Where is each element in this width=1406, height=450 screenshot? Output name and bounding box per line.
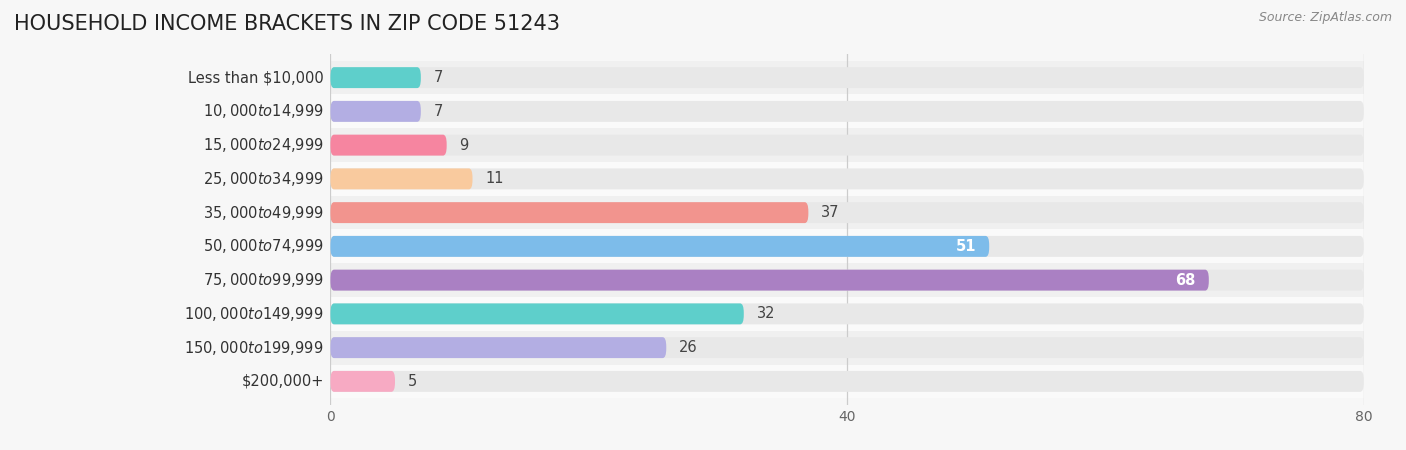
Text: 32: 32	[756, 306, 775, 321]
Text: $100,000 to $149,999: $100,000 to $149,999	[184, 305, 323, 323]
FancyBboxPatch shape	[330, 128, 1364, 162]
Text: 11: 11	[485, 171, 503, 186]
FancyBboxPatch shape	[330, 101, 1364, 122]
FancyBboxPatch shape	[330, 270, 1209, 291]
Text: $75,000 to $99,999: $75,000 to $99,999	[202, 271, 323, 289]
Text: $35,000 to $49,999: $35,000 to $49,999	[202, 203, 323, 221]
Text: 37: 37	[821, 205, 839, 220]
Text: Source: ZipAtlas.com: Source: ZipAtlas.com	[1258, 11, 1392, 24]
Text: $150,000 to $199,999: $150,000 to $199,999	[184, 338, 323, 356]
Text: $10,000 to $14,999: $10,000 to $14,999	[202, 102, 323, 120]
Text: 5: 5	[408, 374, 418, 389]
FancyBboxPatch shape	[330, 303, 744, 324]
FancyBboxPatch shape	[330, 337, 1364, 358]
FancyBboxPatch shape	[330, 94, 1364, 128]
Text: 68: 68	[1175, 273, 1197, 288]
FancyBboxPatch shape	[330, 270, 1364, 291]
FancyBboxPatch shape	[330, 236, 990, 257]
FancyBboxPatch shape	[330, 135, 447, 156]
FancyBboxPatch shape	[330, 202, 808, 223]
FancyBboxPatch shape	[330, 101, 420, 122]
FancyBboxPatch shape	[330, 67, 420, 88]
FancyBboxPatch shape	[330, 364, 1364, 398]
FancyBboxPatch shape	[330, 331, 1364, 364]
Text: Less than $10,000: Less than $10,000	[188, 70, 323, 85]
Text: 7: 7	[433, 70, 443, 85]
Text: $50,000 to $74,999: $50,000 to $74,999	[202, 237, 323, 255]
FancyBboxPatch shape	[330, 168, 1364, 189]
FancyBboxPatch shape	[330, 371, 395, 392]
FancyBboxPatch shape	[330, 61, 1364, 94]
Text: $25,000 to $34,999: $25,000 to $34,999	[202, 170, 323, 188]
Text: HOUSEHOLD INCOME BRACKETS IN ZIP CODE 51243: HOUSEHOLD INCOME BRACKETS IN ZIP CODE 51…	[14, 14, 560, 33]
Text: $15,000 to $24,999: $15,000 to $24,999	[202, 136, 323, 154]
FancyBboxPatch shape	[330, 67, 1364, 88]
Text: $200,000+: $200,000+	[242, 374, 323, 389]
Text: 7: 7	[433, 104, 443, 119]
FancyBboxPatch shape	[330, 230, 1364, 263]
FancyBboxPatch shape	[330, 303, 1364, 324]
Text: 26: 26	[679, 340, 697, 355]
FancyBboxPatch shape	[330, 236, 1364, 257]
Text: 9: 9	[460, 138, 468, 153]
FancyBboxPatch shape	[330, 168, 472, 189]
FancyBboxPatch shape	[330, 337, 666, 358]
FancyBboxPatch shape	[330, 162, 1364, 196]
FancyBboxPatch shape	[330, 202, 1364, 223]
FancyBboxPatch shape	[330, 135, 1364, 156]
FancyBboxPatch shape	[330, 297, 1364, 331]
FancyBboxPatch shape	[330, 263, 1364, 297]
Text: 51: 51	[956, 239, 976, 254]
FancyBboxPatch shape	[330, 196, 1364, 230]
FancyBboxPatch shape	[330, 371, 1364, 392]
